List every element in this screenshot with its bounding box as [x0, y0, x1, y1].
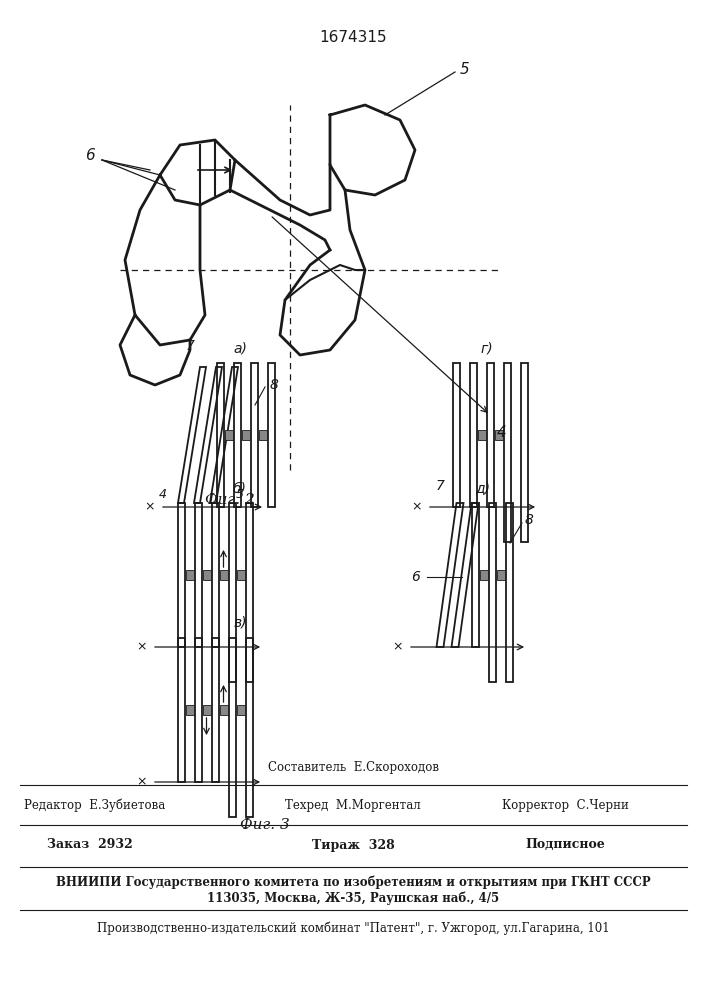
Bar [225, 430, 233, 440]
Text: 1674315: 1674315 [319, 30, 387, 45]
Text: 5: 5 [460, 62, 469, 78]
Bar [237, 705, 245, 715]
Bar [472, 503, 479, 647]
Text: 113035, Москва, Ж-35, Раушская наб., 4/5: 113035, Москва, Ж-35, Раушская наб., 4/5 [207, 891, 499, 905]
Text: ×: × [145, 500, 156, 514]
Bar [228, 503, 235, 682]
Bar [506, 503, 513, 682]
Text: 7: 7 [436, 479, 445, 493]
Bar [216, 363, 223, 507]
Text: Подписное: Подписное [525, 838, 605, 852]
Text: Редактор  Е.Зубиетова: Редактор Е.Зубиетова [24, 798, 165, 812]
Bar [219, 705, 228, 715]
Bar [503, 363, 510, 542]
Text: 4: 4 [497, 425, 507, 440]
Text: 7: 7 [185, 339, 194, 353]
Bar [452, 363, 460, 507]
Bar [194, 503, 201, 647]
Bar [245, 503, 252, 682]
Text: 5: 5 [236, 488, 244, 502]
Bar [177, 638, 185, 782]
Bar [211, 638, 218, 782]
Bar [202, 705, 211, 715]
Bar [245, 638, 252, 817]
Bar [211, 503, 218, 647]
Bar [185, 705, 194, 715]
Text: Заказ  2932: Заказ 2932 [47, 838, 133, 852]
Bar [520, 363, 527, 542]
Text: 6: 6 [411, 570, 420, 584]
Text: Тираж  328: Тираж 328 [312, 838, 395, 852]
Bar [177, 503, 185, 647]
Bar [237, 570, 245, 580]
Text: Фиг. 2: Фиг. 2 [205, 493, 255, 507]
Bar [228, 638, 235, 817]
Bar [496, 570, 505, 580]
Text: Фиг. 3: Фиг. 3 [240, 818, 290, 832]
Text: а): а) [233, 341, 247, 355]
Bar [486, 363, 493, 507]
Bar [469, 363, 477, 507]
Bar [185, 570, 194, 580]
Bar [202, 570, 211, 580]
Text: 8: 8 [270, 378, 279, 392]
Text: ×: × [411, 500, 422, 514]
Text: 8: 8 [525, 513, 534, 527]
Bar [494, 430, 503, 440]
Text: ×: × [136, 776, 147, 788]
Text: Техред  М.Моргентал: Техред М.Моргентал [285, 798, 421, 812]
Bar [477, 430, 486, 440]
Bar [219, 570, 228, 580]
Bar [233, 363, 240, 507]
Text: ×: × [136, 641, 147, 654]
Bar [194, 638, 201, 782]
Text: в): в) [233, 616, 247, 630]
Bar [267, 363, 274, 507]
Text: ВНИИПИ Государственного комитета по изобретениям и открытиям при ГКНТ СССР: ВНИИПИ Государственного комитета по изоб… [56, 875, 650, 889]
Text: б): б) [233, 481, 247, 495]
Bar [489, 503, 496, 682]
Text: д): д) [475, 481, 490, 495]
Text: Производственно-издательский комбинат "Патент", г. Ужгород, ул.Гагарина, 101: Производственно-издательский комбинат "П… [97, 921, 609, 935]
Text: 6: 6 [86, 147, 95, 162]
Text: 4: 4 [159, 488, 167, 502]
Text: ×: × [393, 641, 403, 654]
Bar [259, 430, 267, 440]
Bar [250, 363, 257, 507]
Text: г): г) [480, 341, 493, 355]
Bar [242, 430, 250, 440]
Bar [479, 570, 488, 580]
Text: Составитель  Е.Скороходов: Составитель Е.Скороходов [267, 760, 438, 774]
Text: Корректор  С.Черни: Корректор С.Черни [501, 798, 629, 812]
